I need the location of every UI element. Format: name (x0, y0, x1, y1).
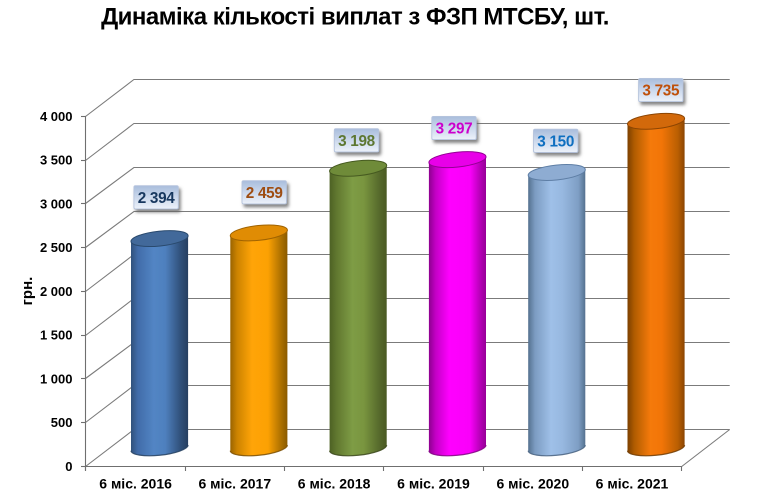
svg-text:6 міс. 2016: 6 міс. 2016 (99, 476, 172, 492)
svg-text:4 000: 4 000 (40, 109, 73, 124)
svg-text:6 міс. 2021: 6 міс. 2021 (596, 476, 669, 492)
svg-text:2 000: 2 000 (40, 284, 73, 299)
svg-text:3 500: 3 500 (40, 153, 73, 168)
svg-text:3 198: 3 198 (338, 133, 376, 150)
svg-text:Динаміка кількості виплат з ФЗ: Динаміка кількості виплат з ФЗП МТСБУ, ш… (101, 4, 609, 31)
svg-text:1 500: 1 500 (40, 328, 73, 343)
svg-text:6 міс. 2018: 6 міс. 2018 (298, 476, 371, 492)
svg-text:грн.: грн. (19, 277, 36, 306)
svg-text:3 297: 3 297 (436, 121, 473, 138)
svg-text:0: 0 (65, 459, 72, 474)
svg-text:3 150: 3 150 (537, 133, 574, 150)
svg-text:6 міс. 2020: 6 міс. 2020 (496, 476, 569, 492)
svg-text:6 міс. 2019: 6 міс. 2019 (397, 476, 470, 492)
svg-text:6 міс. 2017: 6 міс. 2017 (198, 476, 271, 492)
svg-text:3 735: 3 735 (642, 83, 680, 100)
svg-text:3 000: 3 000 (40, 196, 73, 211)
svg-text:500: 500 (51, 415, 73, 430)
svg-text:2 394: 2 394 (138, 190, 176, 207)
svg-text:2 500: 2 500 (40, 240, 73, 255)
svg-text:1 000: 1 000 (40, 371, 73, 386)
svg-text:2 459: 2 459 (246, 185, 283, 202)
